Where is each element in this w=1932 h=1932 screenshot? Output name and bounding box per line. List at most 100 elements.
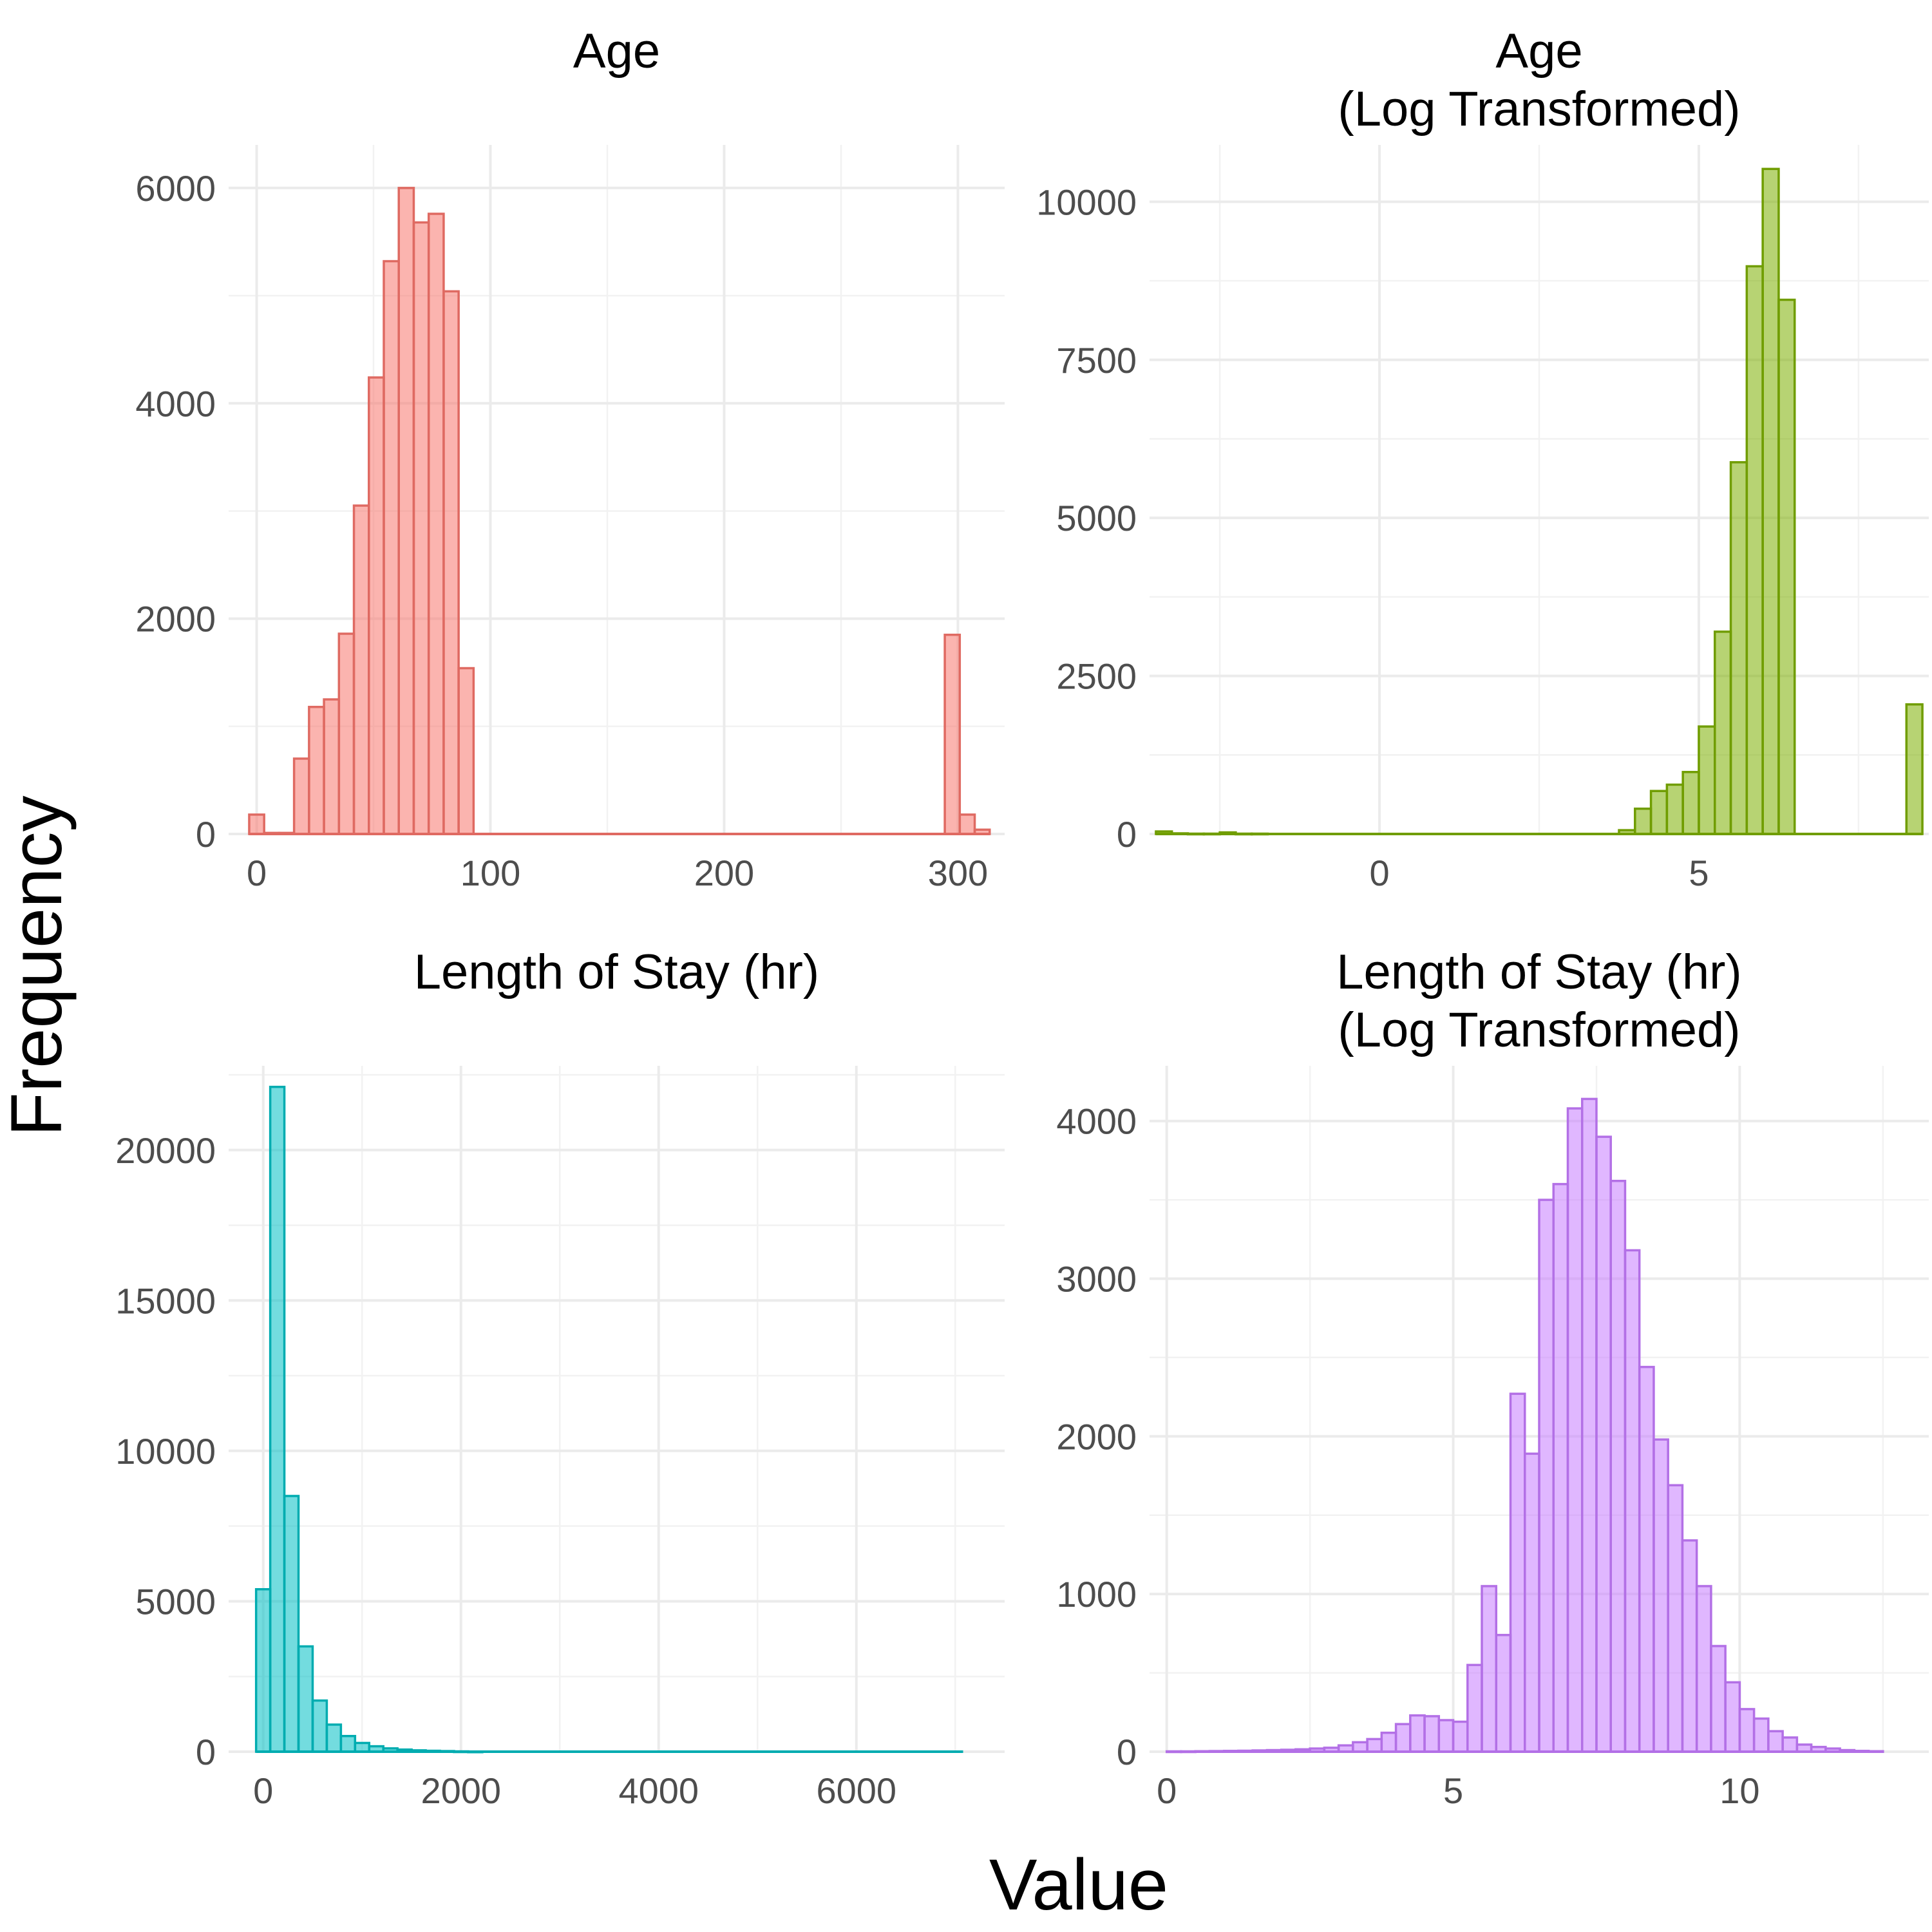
histogram-bar — [1222, 1750, 1240, 1753]
histogram-bar — [1649, 790, 1669, 835]
histogram-bar — [1394, 1723, 1412, 1753]
histogram-bar — [1681, 1539, 1698, 1753]
x-tick-label: 0 — [1157, 1770, 1177, 1811]
y-tick-label: 15000 — [115, 1280, 216, 1321]
x-axis-label: Value — [989, 1844, 1168, 1925]
y-tick-label: 10000 — [1036, 182, 1137, 222]
histogram-bar — [958, 813, 976, 835]
x-tick-label: 5 — [1689, 853, 1709, 893]
histogram-bar — [1724, 1681, 1741, 1753]
y-tick-label: 0 — [196, 1732, 216, 1772]
histogram-bar — [1170, 832, 1189, 835]
y-tick-label: 2000 — [1056, 1416, 1137, 1457]
histogram-bar — [311, 1699, 328, 1753]
histogram-bar — [1698, 725, 1716, 835]
histogram-bar — [1853, 1750, 1870, 1753]
histogram-bar — [1752, 1717, 1770, 1753]
histogram-bar — [263, 831, 281, 835]
histogram-bar — [1867, 1750, 1884, 1754]
histogram-bar — [1634, 807, 1653, 835]
x-tick-label: 10 — [1719, 1770, 1759, 1811]
histogram-bar — [457, 667, 475, 835]
histogram-bar — [1552, 1182, 1569, 1753]
histogram-bar — [1409, 1714, 1426, 1753]
histogram-bar — [1380, 1731, 1397, 1753]
histogram-bar — [292, 757, 310, 835]
y-tick-label: 4000 — [135, 383, 216, 424]
x-tick-label: 300 — [928, 853, 988, 893]
histogram-bar — [1509, 1392, 1526, 1753]
histogram-bar — [323, 698, 341, 835]
histogram-bar — [1638, 1365, 1655, 1753]
x-tick-label: 0 — [247, 853, 267, 893]
y-tick-label: 1000 — [1056, 1574, 1137, 1615]
y-tick-label: 5000 — [1056, 498, 1137, 538]
histogram-bar — [1824, 1747, 1841, 1753]
histogram-bar — [1194, 1750, 1211, 1754]
histogram-bar — [1294, 1748, 1311, 1753]
histogram-bar — [424, 1749, 441, 1753]
histogram-bar — [396, 1748, 413, 1753]
histogram-bar — [1667, 1484, 1684, 1753]
x-tick-label: 2000 — [421, 1770, 501, 1811]
histogram-bar — [1609, 1179, 1627, 1753]
x-tick-label: 5 — [1443, 1770, 1463, 1811]
x-tick-label: 200 — [694, 853, 754, 893]
histogram-bar — [1309, 1747, 1326, 1753]
histogram-bar — [368, 376, 385, 835]
histogram-bar — [439, 1750, 455, 1753]
histogram-bar — [1352, 1741, 1368, 1753]
histogram-bar — [1745, 265, 1764, 835]
panel-3: 0 2000 4000 6000 0 5000 10000 15000 20000 Length … — [115, 945, 1005, 1811]
histogram-bar — [1323, 1747, 1340, 1753]
histogram-bar — [1767, 1730, 1784, 1753]
y-axis-label: Frequency — [0, 795, 77, 1136]
histogram-bar — [943, 633, 961, 835]
panel-2: 0 5 0 2500 5000 7500 10000 Age(Log Transformed) — [1036, 24, 1929, 893]
y-tick-label: 0 — [1117, 1732, 1137, 1772]
histogram-bar — [1202, 832, 1221, 836]
histogram-bar — [1905, 703, 1924, 835]
x-tick-label: 6000 — [816, 1770, 896, 1811]
panel-title: Length of Stay (hr) — [414, 945, 819, 999]
y-tick-label: 2000 — [135, 599, 216, 639]
histogram-bar — [1250, 832, 1269, 836]
histogram-bar — [297, 1645, 314, 1753]
histogram-bar — [1729, 461, 1748, 835]
histogram-bar — [1265, 1748, 1283, 1753]
histogram-bar — [1738, 1708, 1756, 1753]
histogram-bar — [308, 705, 325, 835]
histogram-bar — [1777, 298, 1796, 835]
histogram-bar — [1713, 630, 1732, 835]
y-tick-label: 0 — [196, 814, 216, 855]
histogram-bar — [383, 260, 400, 835]
histogram-bar — [1681, 771, 1700, 835]
histogram-bar — [354, 1741, 371, 1753]
histogram-bar — [382, 1747, 399, 1753]
panel-4: 0 5 10 0 1000 2000 3000 4000 Length of Stay (hr)… — [1056, 945, 1929, 1811]
y-tick-label: 7500 — [1056, 340, 1137, 381]
histogram-bar — [248, 813, 265, 835]
histogram-bar — [283, 1495, 300, 1753]
histogram-bar — [442, 290, 460, 835]
histogram-bar — [1218, 831, 1237, 835]
histogram-bar — [1155, 830, 1173, 835]
histogram-bar — [1208, 1750, 1226, 1753]
x-tick-label: 100 — [460, 853, 520, 893]
histogram-bar — [1761, 167, 1780, 835]
histogram-bar — [278, 831, 296, 835]
histogram-bar — [1653, 1438, 1669, 1753]
histogram-bar — [973, 828, 991, 835]
y-tick-label: 5000 — [135, 1581, 216, 1622]
histogram-bar — [1839, 1748, 1856, 1753]
histogram-bar — [1695, 1585, 1712, 1753]
panel-title: (Log Transformed) — [1338, 1003, 1740, 1057]
histogram-bar — [1580, 1097, 1598, 1753]
histogram-bar — [1566, 1107, 1584, 1753]
y-tick-label: 3000 — [1056, 1259, 1137, 1300]
histogram-bar — [410, 1749, 427, 1753]
y-tick-label: 0 — [1117, 814, 1137, 855]
y-tick-label: 2500 — [1056, 656, 1137, 697]
panel-title: (Log Transformed) — [1338, 82, 1740, 137]
